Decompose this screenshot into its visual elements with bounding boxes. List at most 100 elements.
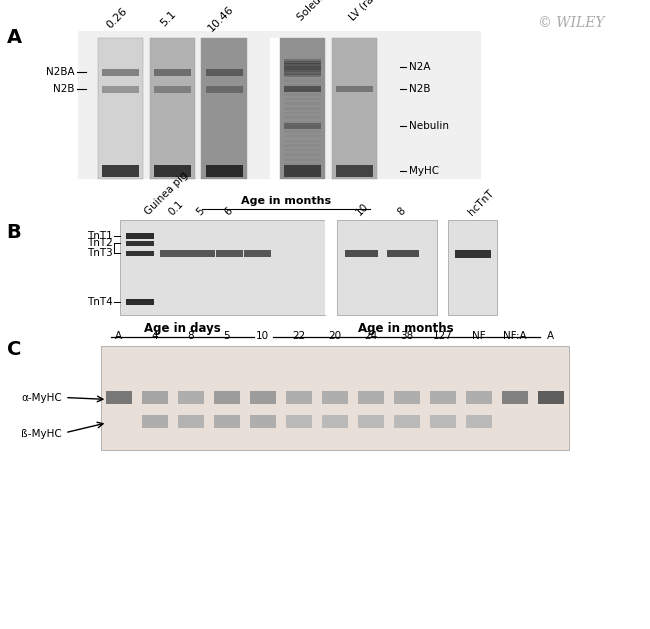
Bar xyxy=(283,61,321,64)
Text: © WILEY: © WILEY xyxy=(538,16,604,30)
Bar xyxy=(283,65,321,68)
Text: N2B: N2B xyxy=(410,84,431,94)
Bar xyxy=(283,70,321,72)
Text: Guinea pig: Guinea pig xyxy=(142,170,190,217)
Bar xyxy=(98,38,143,179)
Text: A: A xyxy=(115,331,122,341)
Bar xyxy=(205,69,243,75)
Bar xyxy=(455,250,491,258)
Bar xyxy=(332,38,377,179)
Text: 0.1: 0.1 xyxy=(167,198,186,217)
Text: 5.1: 5.1 xyxy=(159,9,179,28)
Bar xyxy=(335,165,373,177)
Bar xyxy=(448,220,497,314)
Bar xyxy=(387,250,419,257)
Text: N2A: N2A xyxy=(410,62,431,72)
Text: Nebulin: Nebulin xyxy=(410,121,450,131)
Bar xyxy=(244,250,271,257)
Text: 0.26: 0.26 xyxy=(105,6,129,31)
Bar xyxy=(205,86,243,92)
Bar xyxy=(153,69,191,75)
Bar xyxy=(126,299,153,305)
Text: B: B xyxy=(6,223,21,242)
Bar xyxy=(337,220,437,314)
Text: 8: 8 xyxy=(187,331,194,341)
Bar xyxy=(286,415,312,428)
Text: TnT3: TnT3 xyxy=(86,248,112,259)
Bar xyxy=(466,415,491,428)
Bar xyxy=(126,233,153,239)
Text: LV (rat): LV (rat) xyxy=(347,0,381,22)
Bar xyxy=(188,250,215,257)
Bar xyxy=(283,153,321,156)
Bar xyxy=(322,415,348,428)
Bar xyxy=(250,391,276,404)
Text: C: C xyxy=(6,340,21,359)
Bar xyxy=(335,86,373,92)
Text: 5: 5 xyxy=(194,205,206,217)
Text: Age in months: Age in months xyxy=(241,196,331,206)
Bar xyxy=(283,68,321,70)
Bar xyxy=(394,415,420,428)
Bar xyxy=(283,64,321,66)
Bar xyxy=(325,220,337,314)
Bar xyxy=(120,220,325,314)
Text: 20: 20 xyxy=(328,331,341,341)
Text: TnT4: TnT4 xyxy=(86,297,112,307)
Text: 24: 24 xyxy=(364,331,378,341)
Bar xyxy=(283,149,321,152)
Bar xyxy=(283,121,321,123)
Bar xyxy=(283,130,321,133)
Bar xyxy=(178,391,203,404)
Bar xyxy=(106,391,132,404)
Bar xyxy=(283,126,321,128)
Bar xyxy=(283,93,321,96)
Bar xyxy=(283,103,321,105)
Bar xyxy=(283,107,321,109)
Bar xyxy=(394,391,420,404)
Bar xyxy=(283,84,321,86)
Text: 8: 8 xyxy=(396,205,408,217)
Bar xyxy=(283,79,321,82)
Bar xyxy=(322,391,348,404)
Bar xyxy=(283,140,321,142)
Text: A: A xyxy=(6,28,21,47)
Text: 127: 127 xyxy=(433,331,452,341)
Bar xyxy=(142,415,168,428)
Bar xyxy=(283,116,321,119)
Bar xyxy=(216,250,243,257)
Bar xyxy=(161,250,188,257)
Bar xyxy=(283,165,321,177)
Bar xyxy=(205,165,243,177)
Text: ß-MyHC: ß-MyHC xyxy=(21,429,62,439)
Bar xyxy=(283,112,321,114)
Bar xyxy=(502,391,528,404)
Bar xyxy=(283,59,321,62)
Bar xyxy=(101,86,139,92)
Text: 10: 10 xyxy=(256,331,269,341)
Bar xyxy=(283,167,321,170)
Bar xyxy=(101,165,139,177)
Text: 6: 6 xyxy=(222,205,234,217)
Bar xyxy=(250,415,276,428)
Bar xyxy=(538,391,564,404)
Text: α-MyHC: α-MyHC xyxy=(21,392,62,403)
Text: Age in months: Age in months xyxy=(358,321,454,335)
Bar xyxy=(214,391,240,404)
Text: 10: 10 xyxy=(354,201,370,217)
Bar xyxy=(286,391,312,404)
Bar xyxy=(283,74,321,77)
Bar xyxy=(283,135,321,137)
Bar xyxy=(101,346,569,450)
Bar xyxy=(430,391,456,404)
Bar xyxy=(283,163,321,165)
Text: N2B: N2B xyxy=(53,84,75,94)
Text: Age in days: Age in days xyxy=(144,321,220,335)
Bar xyxy=(283,86,321,92)
Text: 22: 22 xyxy=(292,331,306,341)
Text: Soleus (rabbit): Soleus (rabbit) xyxy=(295,0,357,22)
Bar xyxy=(283,97,321,100)
Bar xyxy=(126,250,153,257)
Bar xyxy=(126,240,153,246)
Text: A: A xyxy=(547,331,554,341)
